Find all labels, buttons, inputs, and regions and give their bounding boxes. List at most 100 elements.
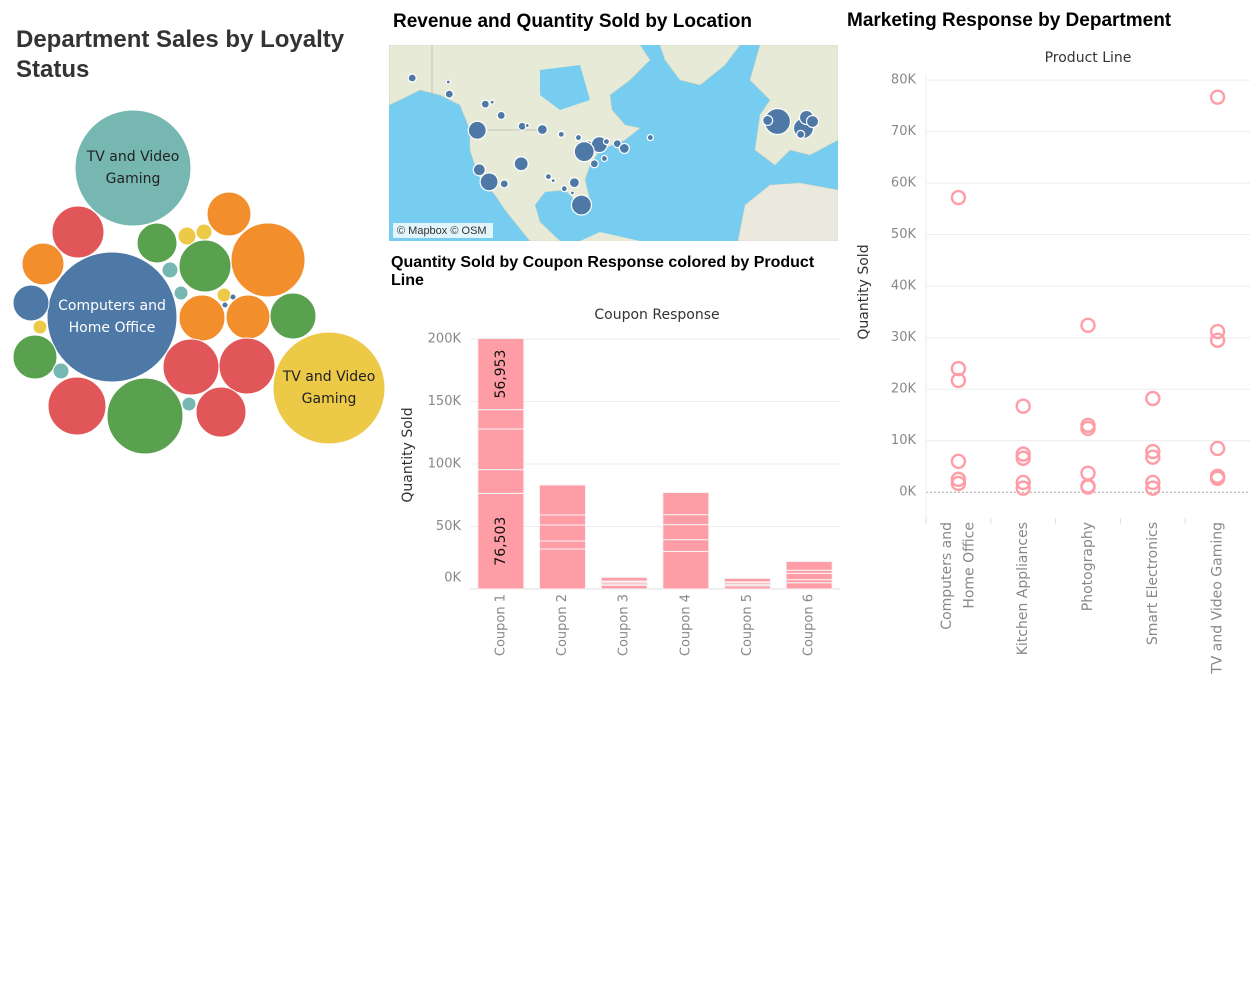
bar-segment xyxy=(600,584,648,590)
scatter-point xyxy=(1209,323,1226,340)
bubble xyxy=(12,284,50,322)
bubble xyxy=(177,226,197,246)
bubble xyxy=(74,109,192,227)
scatter-point xyxy=(1209,332,1226,348)
y-tick-label: 50K xyxy=(891,227,917,242)
bubble xyxy=(230,222,306,298)
scatter-point xyxy=(1015,474,1031,491)
y-tick-label: 30K xyxy=(891,330,917,345)
map-point xyxy=(407,73,417,83)
x-tick-label: Smart Electronics xyxy=(1145,522,1161,645)
label-line: TV and Video xyxy=(86,149,180,165)
bar-segment xyxy=(539,540,586,550)
map-point xyxy=(557,130,565,138)
map-point xyxy=(618,142,630,155)
map-point xyxy=(602,137,611,146)
land-europe xyxy=(749,45,838,166)
bubble-label: TV and Video Gaming xyxy=(282,369,376,407)
y-tick-label: 0K xyxy=(899,485,916,500)
map-point xyxy=(472,163,486,177)
column-header: Product Line xyxy=(1045,50,1132,66)
scatter-title: Marketing Response by Department xyxy=(847,10,1172,31)
map-point xyxy=(479,172,499,192)
bar-segment xyxy=(724,577,771,583)
bar-segment xyxy=(477,469,525,494)
map-point xyxy=(574,133,583,142)
bubble xyxy=(216,287,232,303)
bubble xyxy=(225,294,271,340)
scatter-point xyxy=(1080,317,1096,334)
hudson-bay xyxy=(540,65,590,110)
map-point xyxy=(796,129,806,139)
scatter-point xyxy=(950,372,967,389)
map-attribution: © Mapbox © OSM xyxy=(397,225,487,237)
y-tick-label: 40K xyxy=(891,279,917,294)
bar-segment xyxy=(539,548,586,590)
bubble xyxy=(32,319,48,335)
label-line: Computers and xyxy=(58,298,166,314)
y-tick-label: 60K xyxy=(891,176,917,191)
bubble xyxy=(181,396,197,412)
bar-segment xyxy=(539,524,586,542)
bubble xyxy=(272,331,386,445)
bar-segment xyxy=(785,582,833,590)
bubble xyxy=(21,242,65,286)
scatter-point xyxy=(1145,390,1161,407)
map-point xyxy=(573,141,595,163)
y-tick-label: 200K xyxy=(428,332,462,347)
scatter-point xyxy=(1145,449,1161,465)
bubble xyxy=(229,293,237,301)
map xyxy=(389,45,838,241)
bar-segment xyxy=(785,561,833,571)
y-tick-label: 50K xyxy=(436,519,462,534)
x-tick-label: Coupon 3 xyxy=(617,594,632,656)
map-point xyxy=(496,110,506,121)
bubble xyxy=(178,239,232,293)
map-point xyxy=(600,154,609,163)
bubble xyxy=(218,337,276,395)
map-point xyxy=(646,133,654,142)
scatter-point xyxy=(1015,398,1031,414)
bar-segment xyxy=(662,492,710,516)
y-tick-label: 0K xyxy=(444,571,461,586)
map-point xyxy=(444,89,454,99)
bubble xyxy=(51,205,105,259)
bar-segment xyxy=(600,576,648,582)
map-point xyxy=(536,123,548,136)
scatter-point xyxy=(950,475,967,492)
value-label: 56,953 xyxy=(493,350,509,399)
map-point xyxy=(560,185,568,193)
bubble xyxy=(52,362,70,380)
x-tick-label: Coupon 4 xyxy=(678,594,693,656)
scatter-point xyxy=(1145,480,1161,496)
map-point xyxy=(550,178,556,184)
map-point xyxy=(499,179,509,189)
map-point xyxy=(569,190,575,196)
scatter-point xyxy=(950,189,967,206)
bubble xyxy=(195,386,247,438)
scatter-point xyxy=(1145,474,1161,491)
bar-segment xyxy=(662,524,710,541)
map-point xyxy=(570,194,593,216)
bubble xyxy=(178,294,226,342)
bar-segment xyxy=(662,514,710,526)
y-axis-title: Quantity Sold xyxy=(856,244,872,339)
y-tick-label: 150K xyxy=(428,394,462,409)
scatter-point xyxy=(1080,465,1096,481)
map-point xyxy=(513,156,529,172)
bubble xyxy=(46,251,178,383)
scatter-point xyxy=(1080,479,1096,495)
scatter-point xyxy=(1080,420,1096,437)
bar-segment xyxy=(539,484,586,516)
land-greenland xyxy=(659,45,741,86)
scatter-point xyxy=(1145,443,1161,460)
bubble xyxy=(106,377,184,455)
y-tick-label: 70K xyxy=(891,124,917,139)
label-line: Home Office xyxy=(69,320,156,336)
attribution-box xyxy=(393,223,493,238)
bubble-label: TV and Video Gaming xyxy=(86,149,180,187)
bar-title: Quantity Sold by Coupon Response colored… xyxy=(391,254,815,289)
scatter-point xyxy=(1209,440,1226,457)
bubble-label: Computers and Home Office xyxy=(58,298,166,336)
